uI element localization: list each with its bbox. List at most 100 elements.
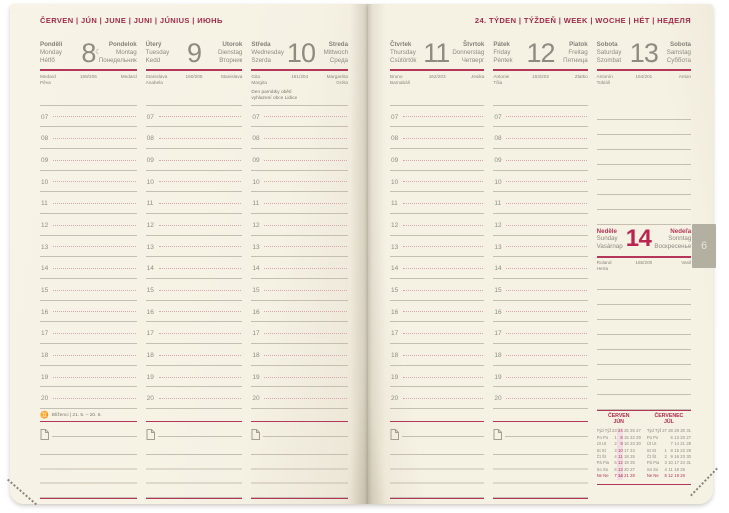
day-name-slovak: Nedeľa xyxy=(670,227,692,235)
mini-calendar-cell: 8 xyxy=(616,434,623,442)
mini-calendar-subtitle: JÚL xyxy=(664,419,674,426)
hours-end-line xyxy=(40,408,137,410)
mini-calendar-cell: 31 xyxy=(686,460,691,466)
mini-calendar-cell: 7 xyxy=(614,473,617,479)
mini-calendar-cell: 12 xyxy=(616,460,623,467)
day-name-german: Dienstag xyxy=(217,48,243,56)
mini-calendar-cell: 23 xyxy=(680,453,685,459)
left-page: ČERVEN | JÚN | JUNE | JUNI | JÚNIUS | ИЮ… xyxy=(10,4,368,504)
gemini-icon: ♊ xyxy=(40,411,49,419)
nameday-left: Bruno Barnabáš xyxy=(390,73,411,85)
mini-calendar-cell: Čt Št xyxy=(646,453,657,459)
hour-label: 12 xyxy=(494,221,502,229)
day-header: Pátek Friday Péntek 12 Piatok Freitag Пя… xyxy=(493,39,587,69)
hour-slot: 12 xyxy=(390,212,485,235)
month-header: ČERVEN | JÚN | JUNE | JUNI | JÚNIUS | ИЮ… xyxy=(40,16,223,25)
mini-calendar-cell xyxy=(685,473,691,479)
hour-label: 20 xyxy=(252,395,260,403)
zodiac-row xyxy=(146,409,243,421)
hour-slot: 11 xyxy=(145,191,243,213)
day-name-russian: Суббота xyxy=(666,56,691,64)
day-name-english: Saturday xyxy=(596,48,622,56)
hour-slot: 14 xyxy=(390,256,485,278)
mini-calendar-cell: Pá Pia xyxy=(596,460,609,466)
note-page-icon xyxy=(40,429,49,441)
day-column: Středa Wednesday Szerda 10 Streda Mittwo… xyxy=(251,39,349,500)
day-name-hungarian: Csütörtök xyxy=(390,56,417,64)
mini-calendar-cell: 10 xyxy=(616,447,623,454)
mini-calendar-cell: Čt Št xyxy=(596,453,606,459)
day-of-year: 163/202 xyxy=(532,73,549,79)
hour-label: 11 xyxy=(252,200,260,208)
nameday-area: Antonie Tília 163/202 Zlatko xyxy=(493,71,587,105)
hour-label: 16 xyxy=(494,308,502,316)
mini-calendar-cell: 27 xyxy=(662,428,667,434)
nameday-left: Roland Herta xyxy=(596,260,612,272)
day-name-czech: Středa xyxy=(251,41,271,48)
hour-slot: 15 xyxy=(40,278,137,300)
hour-slot: 07 xyxy=(251,104,349,127)
day-name-slovak: Streda xyxy=(328,41,349,48)
nameday-right: Stanislava xyxy=(220,73,243,79)
mini-calendar-cell: 22 xyxy=(680,447,685,453)
day-names-left: Čtvrtek Thursday Csütörtök xyxy=(390,39,420,69)
hour-slot: 20 xyxy=(390,386,485,408)
mini-calendar-cell: 19 xyxy=(624,460,629,466)
day-name-english: Friday xyxy=(493,48,511,56)
hour-slot: 11 xyxy=(40,191,137,213)
day-name-german: Montag xyxy=(116,48,137,56)
bottom-red-rule xyxy=(390,498,485,500)
nameday-left: Stanislava Anabela xyxy=(145,73,168,85)
note-ruled-lines xyxy=(390,441,485,499)
hour-label: 10 xyxy=(41,178,49,186)
day-name-slovak: Piatok xyxy=(569,41,588,48)
day-name-slovak: Sobota xyxy=(670,41,691,48)
hour-label: 20 xyxy=(494,395,502,403)
day-column-weekend: Sobota Saturday Szombat 13 Sobota Samsta… xyxy=(596,39,692,499)
hour-label: 15 xyxy=(494,287,502,294)
hour-label: 12 xyxy=(146,221,154,229)
mini-calendar-cell: 14 xyxy=(616,473,623,480)
mini-calendar-cell: So So xyxy=(596,466,609,472)
hours-grid: 07 08 09 10 11 12 13 14 15 16 17 18 19 20 xyxy=(390,104,485,409)
hour-slot: 10 xyxy=(251,169,349,192)
mid-red-rule xyxy=(390,421,485,423)
day-name-czech: Sobota xyxy=(596,41,618,48)
mini-calendar-cell: St St xyxy=(646,447,656,453)
hour-label: 14 xyxy=(146,265,154,273)
notes-area xyxy=(40,422,137,499)
mini-calendar-grid: Týd Týž 27 28 29 30 31 Po Po 6 13 20 27 Út Ut 7 14 21 2… xyxy=(647,428,691,479)
hour-label: 07 xyxy=(391,113,399,121)
nameday-area: Medard Pěva 159/206 Medard xyxy=(40,71,137,105)
day-header: Pondělí Monday Hétfő 8 ☾ Pondelok Montag … xyxy=(40,39,137,69)
hour-slot: 14 xyxy=(251,256,349,278)
day-header: Čtvrtek Thursday Csütörtök 11 Štvrtok Do… xyxy=(390,39,484,69)
day-name-czech: Pátek xyxy=(493,41,510,48)
day-name-czech: Úterý xyxy=(145,41,162,48)
nameday-right: Jesika xyxy=(471,73,485,79)
day-name-slovak: Pondelok xyxy=(108,41,137,48)
nameday-area: Gita Margita 161/204 Margaréta Gréta Den… xyxy=(251,71,348,105)
hour-slot: 12 xyxy=(493,212,588,235)
day-names-left: Sobota Saturday Szombat xyxy=(597,39,627,69)
hour-label: 14 xyxy=(252,265,260,273)
hour-label: 19 xyxy=(391,373,399,381)
mini-calendar-cell: 25 xyxy=(624,428,629,434)
day-names-left: Středa Wednesday Szerda xyxy=(251,39,284,69)
mini-calendar-cell: St St xyxy=(596,447,606,453)
hour-slot: 13 xyxy=(493,234,588,257)
day-name-russian: Вторник xyxy=(219,56,243,64)
note-page-icon xyxy=(493,429,503,441)
hour-slot: 10 xyxy=(145,169,243,192)
day-names-right: Sobota Samstag Суббота xyxy=(661,39,691,69)
day-name-hungarian: Hétfő xyxy=(40,56,55,64)
note-ruled-lines xyxy=(40,441,137,499)
hour-label: 15 xyxy=(391,287,399,294)
hour-slot: 14 xyxy=(493,256,588,278)
hour-label: 11 xyxy=(391,200,398,208)
hour-label: 17 xyxy=(41,330,49,338)
mini-calendar-cell: 2 xyxy=(614,441,617,447)
day-name-hungarian: Kedd xyxy=(145,56,161,64)
hour-label: 09 xyxy=(391,156,399,164)
day-header: Úterý Tuesday Kedd 9 Utorok Dienstag Вто… xyxy=(146,39,243,69)
